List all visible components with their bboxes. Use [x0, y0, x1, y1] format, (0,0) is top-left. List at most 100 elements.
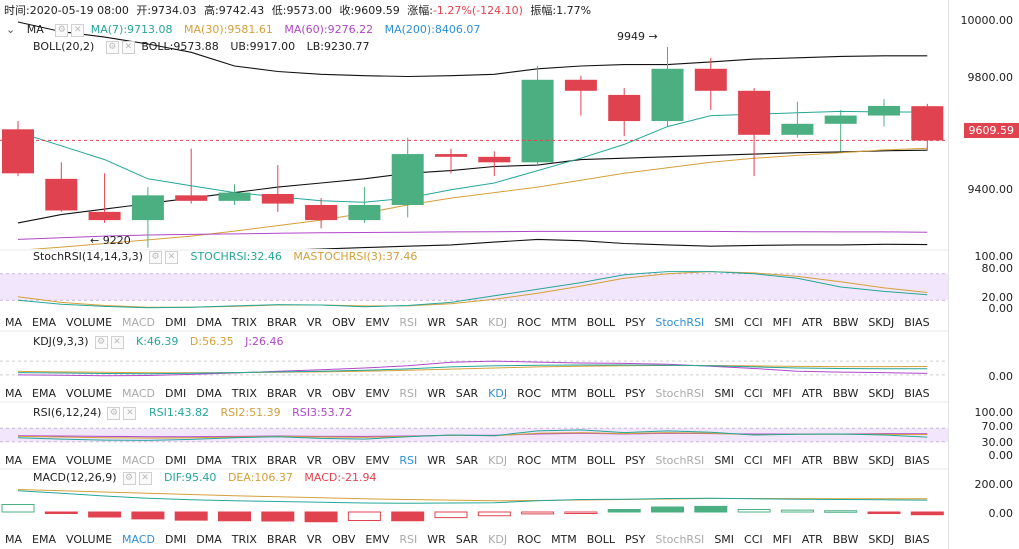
- tab-roc[interactable]: ROC: [517, 387, 542, 400]
- tab-skdj[interactable]: SKDJ: [868, 454, 895, 467]
- tab-bbw[interactable]: BBW: [832, 533, 859, 546]
- tab-macd[interactable]: MACD: [122, 533, 156, 546]
- tab-kdj[interactable]: KDJ: [488, 533, 508, 546]
- tab-ema[interactable]: EMA: [32, 454, 56, 467]
- tab-rsi[interactable]: RSI: [399, 316, 418, 329]
- settings-icon[interactable]: ⚙: [94, 335, 108, 349]
- tab-trix[interactable]: TRIX: [231, 533, 257, 546]
- tab-ma[interactable]: MA: [5, 387, 23, 400]
- tab-volume[interactable]: VOLUME: [65, 316, 113, 329]
- tab-trix[interactable]: TRIX: [231, 387, 257, 400]
- tab-stochrsi[interactable]: StochRSI: [655, 316, 705, 329]
- tab-smi[interactable]: SMI: [714, 533, 735, 546]
- tab-mfi[interactable]: MFI: [772, 454, 792, 467]
- tab-boll[interactable]: BOLL: [586, 316, 616, 329]
- tab-volume[interactable]: VOLUME: [65, 533, 113, 546]
- tab-mfi[interactable]: MFI: [772, 316, 792, 329]
- tab-sar[interactable]: SAR: [455, 533, 479, 546]
- tab-ema[interactable]: EMA: [32, 533, 56, 546]
- tab-skdj[interactable]: SKDJ: [868, 533, 895, 546]
- tab-psy[interactable]: PSY: [625, 316, 646, 329]
- tab-atr[interactable]: ATR: [801, 454, 823, 467]
- tab-cci[interactable]: CCI: [744, 387, 763, 400]
- tab-vr[interactable]: VR: [306, 387, 322, 400]
- tab-mfi[interactable]: MFI: [772, 533, 792, 546]
- tab-macd[interactable]: MACD: [122, 454, 156, 467]
- tab-obv[interactable]: OBV: [332, 387, 356, 400]
- tab-psy[interactable]: PSY: [625, 454, 646, 467]
- settings-icon[interactable]: ⚙: [55, 23, 69, 37]
- tab-mtm[interactable]: MTM: [551, 387, 577, 400]
- tab-ma[interactable]: MA: [5, 533, 23, 546]
- tab-emv[interactable]: EMV: [365, 387, 390, 400]
- tab-rsi[interactable]: RSI: [399, 454, 418, 467]
- tab-mtm[interactable]: MTM: [551, 454, 577, 467]
- tab-kdj[interactable]: KDJ: [488, 387, 508, 400]
- close-icon[interactable]: ✕: [138, 471, 152, 485]
- tab-rsi[interactable]: RSI: [399, 533, 418, 546]
- tab-smi[interactable]: SMI: [714, 316, 735, 329]
- tab-emv[interactable]: EMV: [365, 454, 390, 467]
- tab-boll[interactable]: BOLL: [586, 454, 616, 467]
- tab-bias[interactable]: BIAS: [904, 316, 930, 329]
- tab-ma[interactable]: MA: [5, 316, 23, 329]
- tab-trix[interactable]: TRIX: [231, 454, 257, 467]
- settings-icon[interactable]: ⚙: [105, 40, 119, 54]
- tab-bias[interactable]: BIAS: [904, 387, 930, 400]
- tab-trix[interactable]: TRIX: [231, 316, 257, 329]
- tab-volume[interactable]: VOLUME: [65, 454, 113, 467]
- tab-rsi[interactable]: RSI: [399, 387, 418, 400]
- collapse-icon[interactable]: ⌄: [6, 23, 16, 36]
- tab-ema[interactable]: EMA: [32, 387, 56, 400]
- tab-stochrsi[interactable]: StochRSI: [655, 387, 705, 400]
- tab-obv[interactable]: OBV: [332, 533, 356, 546]
- tab-atr[interactable]: ATR: [801, 316, 823, 329]
- tab-bbw[interactable]: BBW: [832, 387, 859, 400]
- tab-volume[interactable]: VOLUME: [65, 387, 113, 400]
- tab-atr[interactable]: ATR: [801, 533, 823, 546]
- tab-brar[interactable]: BRAR: [266, 454, 297, 467]
- tab-kdj[interactable]: KDJ: [488, 454, 508, 467]
- tab-smi[interactable]: SMI: [714, 387, 735, 400]
- tab-brar[interactable]: BRAR: [266, 316, 297, 329]
- tab-dma[interactable]: DMA: [196, 316, 222, 329]
- settings-icon[interactable]: ⚙: [107, 406, 121, 420]
- tab-atr[interactable]: ATR: [801, 387, 823, 400]
- tab-mtm[interactable]: MTM: [551, 533, 577, 546]
- tab-wr[interactable]: WR: [427, 316, 446, 329]
- close-icon[interactable]: ✕: [121, 40, 135, 54]
- settings-icon[interactable]: ⚙: [148, 250, 162, 264]
- tab-bbw[interactable]: BBW: [832, 316, 859, 329]
- tab-dmi[interactable]: DMI: [165, 533, 187, 546]
- tab-roc[interactable]: ROC: [517, 454, 542, 467]
- tab-roc[interactable]: ROC: [517, 316, 542, 329]
- tab-boll[interactable]: BOLL: [586, 533, 616, 546]
- tab-cci[interactable]: CCI: [744, 533, 763, 546]
- tab-obv[interactable]: OBV: [332, 316, 356, 329]
- tab-brar[interactable]: BRAR: [266, 533, 297, 546]
- tab-ma[interactable]: MA: [5, 454, 23, 467]
- tab-sar[interactable]: SAR: [455, 454, 479, 467]
- tab-dmi[interactable]: DMI: [165, 387, 187, 400]
- tab-cci[interactable]: CCI: [744, 454, 763, 467]
- close-icon[interactable]: ✕: [164, 250, 178, 264]
- tab-boll[interactable]: BOLL: [586, 387, 616, 400]
- tab-sar[interactable]: SAR: [455, 316, 479, 329]
- tab-vr[interactable]: VR: [306, 533, 322, 546]
- tab-mtm[interactable]: MTM: [551, 316, 577, 329]
- tab-kdj[interactable]: KDJ: [488, 316, 508, 329]
- tab-obv[interactable]: OBV: [332, 454, 356, 467]
- tab-roc[interactable]: ROC: [517, 533, 542, 546]
- tab-wr[interactable]: WR: [427, 454, 446, 467]
- tab-dmi[interactable]: DMI: [165, 454, 187, 467]
- tab-dmi[interactable]: DMI: [165, 316, 187, 329]
- close-icon[interactable]: ✕: [123, 406, 137, 420]
- close-icon[interactable]: ✕: [71, 23, 85, 37]
- tab-psy[interactable]: PSY: [625, 387, 646, 400]
- tab-vr[interactable]: VR: [306, 316, 322, 329]
- tab-dma[interactable]: DMA: [196, 387, 222, 400]
- tab-sar[interactable]: SAR: [455, 387, 479, 400]
- tab-bias[interactable]: BIAS: [904, 454, 930, 467]
- tab-wr[interactable]: WR: [427, 387, 446, 400]
